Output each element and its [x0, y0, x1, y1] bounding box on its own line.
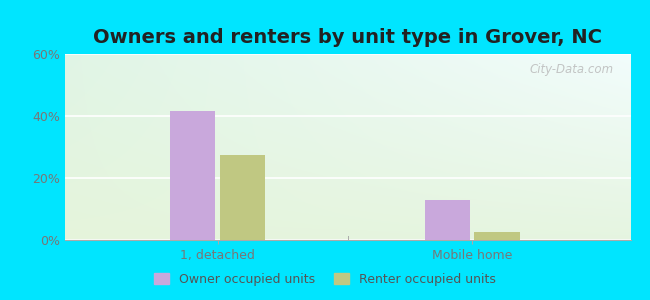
Title: Owners and renters by unit type in Grover, NC: Owners and renters by unit type in Grove… [93, 28, 603, 47]
Legend: Owner occupied units, Renter occupied units: Owner occupied units, Renter occupied un… [149, 268, 501, 291]
Bar [474, 232, 519, 240]
Bar [220, 155, 265, 240]
Bar [170, 111, 215, 240]
Bar [424, 200, 470, 240]
Text: City-Data.com: City-Data.com [529, 63, 614, 76]
